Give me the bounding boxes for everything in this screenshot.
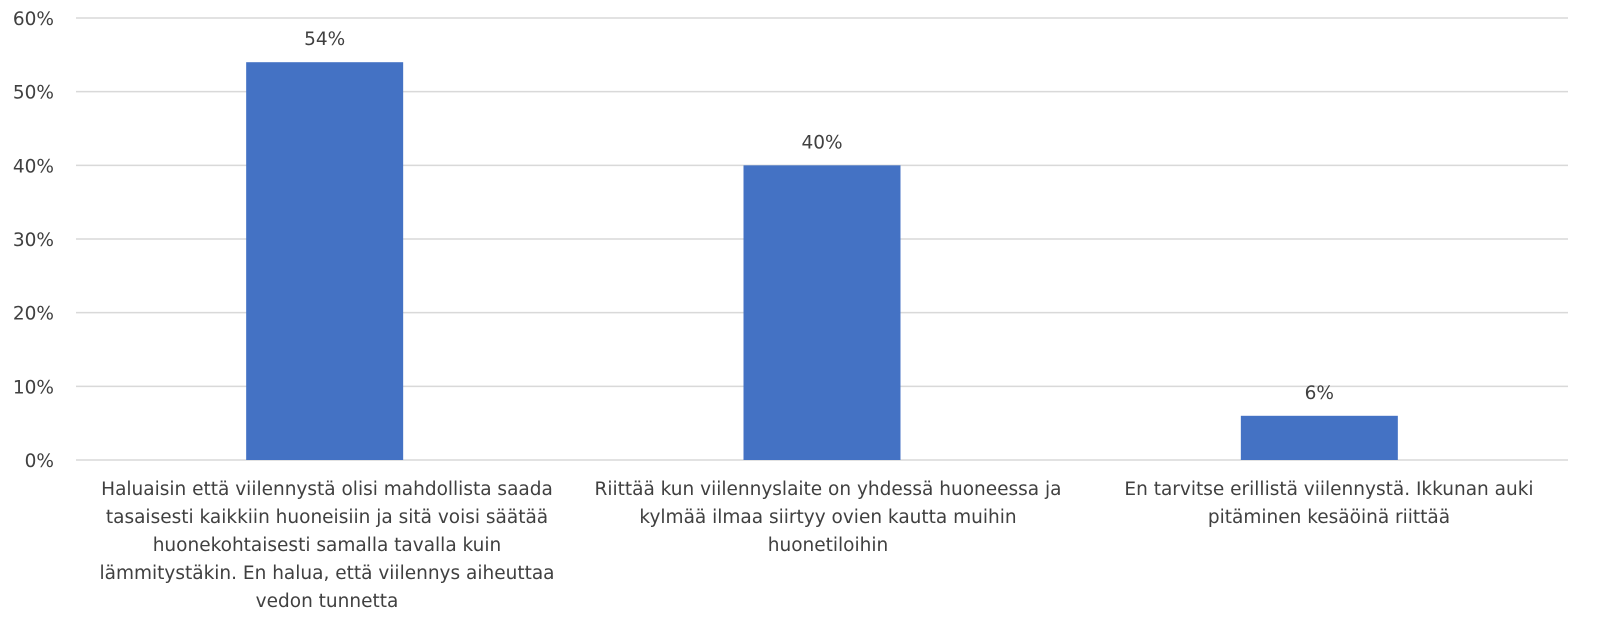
y-tick-label: 30%: [13, 230, 54, 251]
data-label: 54%: [304, 29, 345, 50]
bars: [246, 62, 1398, 461]
category-label-3: En tarvitse erillistä viilennystä. Ikkun…: [1124, 479, 1534, 528]
category-label-2: Riittää kun viilennyslaite on yhdessä hu…: [594, 479, 1062, 556]
y-tick-label: 40%: [13, 156, 54, 177]
y-tick-label: 20%: [13, 304, 54, 325]
y-tick-label: 60%: [13, 9, 54, 30]
data-label: 6%: [1305, 383, 1334, 404]
data-labels: 54% 40% 6%: [304, 29, 1334, 404]
y-tick-label: 10%: [13, 377, 54, 398]
y-axis-ticks: 0% 10% 20% 30% 40% 50% 60%: [13, 9, 54, 472]
bar: [246, 62, 404, 460]
y-tick-label: 50%: [13, 83, 54, 104]
data-label: 40%: [801, 132, 842, 153]
bar: [1240, 415, 1398, 460]
y-tick-label: 0%: [25, 451, 54, 472]
bar: [743, 165, 901, 461]
category-label-1: Haluaisin että viilennystä olisi mahdoll…: [99, 479, 555, 612]
